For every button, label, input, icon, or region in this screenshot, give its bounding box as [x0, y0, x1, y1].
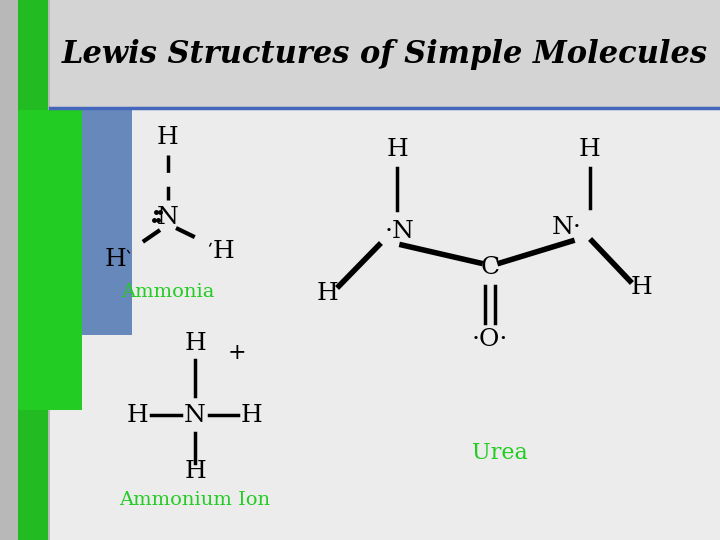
Text: H: H [386, 138, 408, 161]
Bar [50, 108, 720, 540]
Text: Ammonium Ion: Ammonium Ion [120, 491, 271, 509]
Text: N: N [157, 206, 179, 230]
Text: ·N: ·N [385, 220, 415, 244]
Text: H: H [126, 403, 148, 427]
Text: ·O·: ·O· [472, 328, 508, 352]
Text: H: H [212, 240, 234, 264]
Text: H: H [184, 461, 206, 483]
Text: N: N [184, 403, 206, 427]
Bar [50, 105, 720, 540]
Text: C: C [480, 256, 500, 280]
Text: H: H [316, 281, 338, 305]
Text: +: + [228, 342, 246, 364]
Text: N·: N· [552, 217, 582, 240]
Text: Ammonia: Ammonia [121, 283, 215, 301]
Text: H: H [241, 403, 263, 427]
Bar [18, 0, 48, 540]
Text: H: H [579, 138, 601, 161]
Text: Lewis Structures of Simple Molecules: Lewis Structures of Simple Molecules [62, 39, 708, 71]
Text: H: H [631, 276, 653, 300]
Text: Urea: Urea [472, 442, 528, 464]
Text: H: H [184, 332, 206, 354]
Bar [50, 0, 720, 108]
Bar [50, 108, 132, 335]
Text: H: H [105, 248, 127, 272]
Bar [50, 0, 720, 108]
Bar [18, 110, 82, 410]
Text: H: H [157, 126, 179, 150]
